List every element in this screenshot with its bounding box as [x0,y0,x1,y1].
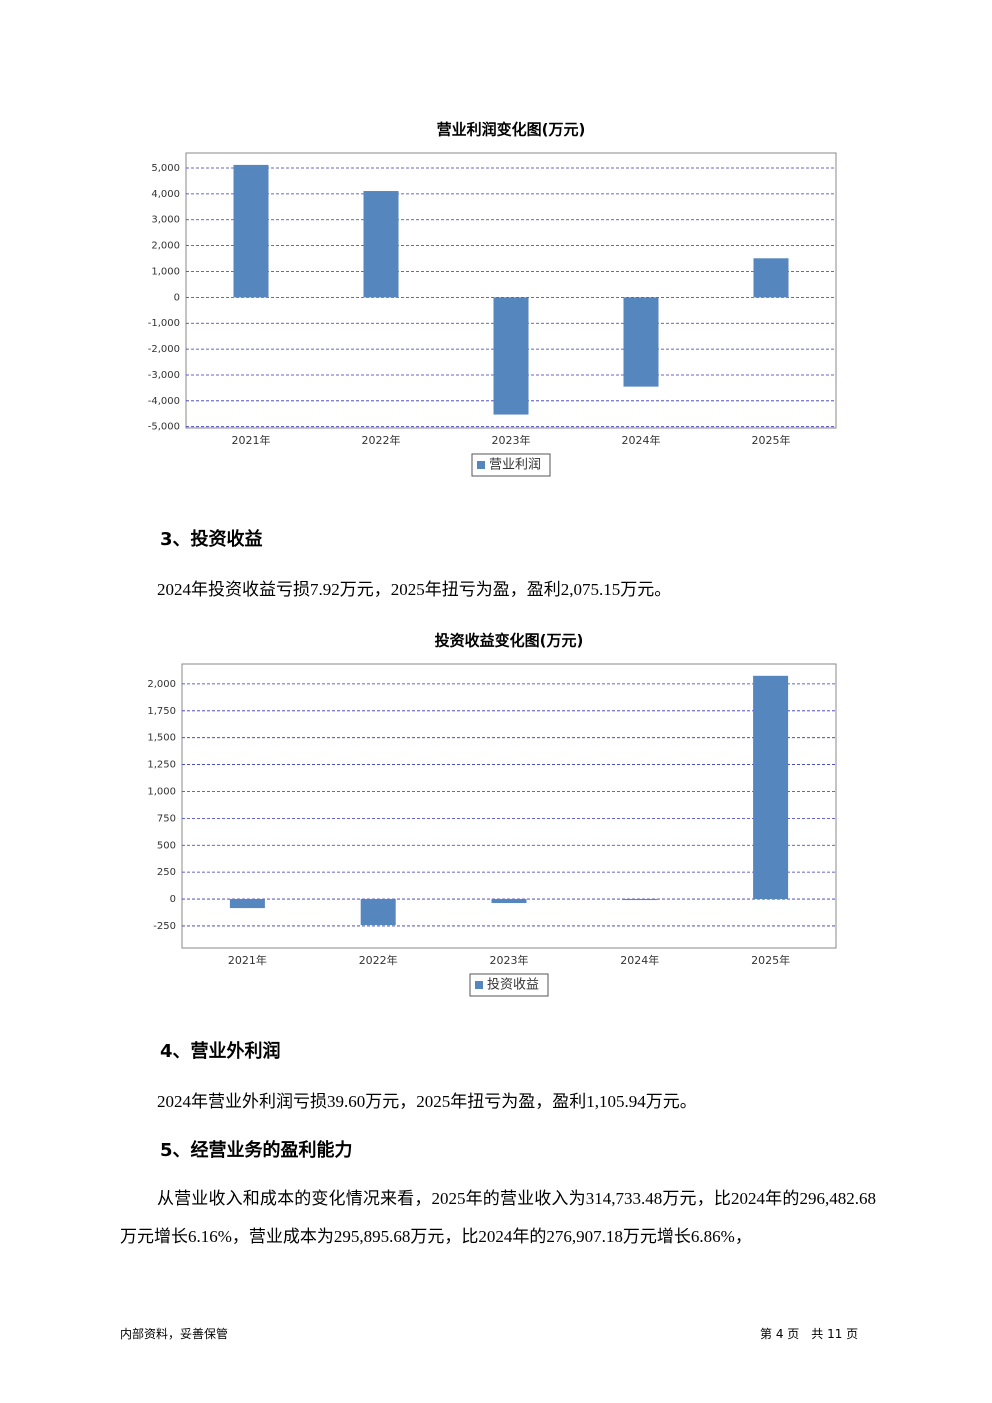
y-tick-label: -2,000 [148,344,180,355]
x-tick-label: 2025年 [752,433,791,447]
x-tick-label: 2021年 [232,433,271,447]
paragraph: 2024年营业外利润亏损39.60万元，2025年扭亏为盈，盈利1,105.94… [157,1092,697,1111]
x-tick-label: 2022年 [359,953,398,967]
y-tick-label: 5,000 [151,163,180,174]
bar [623,297,659,387]
paragraph: 从营业收入和成本的变化情况来看，2025年的营业收入为314,733.48万元，… [120,1189,876,1246]
chart: 营业利润变化图(万元) -5,000 -4,000 -3,000 -2,000 -1,00… [148,121,837,477]
y-tick-label: 750 [157,813,176,824]
x-tick-label: 2023年 [490,953,529,967]
bar [491,899,527,904]
chart: 投资收益变化图(万元) -250 0 250 500 750 1,000 1,250 1,500… [147,632,837,997]
y-tick-label: 2,000 [147,679,176,690]
y-tick-label: -1,000 [148,318,180,329]
legend-box [469,973,549,997]
x-tick-label: 2022年 [362,433,401,447]
footer-left: 内部资料，妥善保管 [120,1327,229,1341]
bar [753,258,789,298]
bar [363,191,399,298]
y-tick-label: 0 [170,894,176,905]
y-tick-label: 1,250 [147,760,176,771]
y-tick-label: 0 [174,292,180,303]
legend-box [471,453,551,477]
x-tick-label: 2024年 [620,953,659,967]
y-tick-label: 1,000 [151,266,180,277]
bar [233,164,269,298]
chart-title: 投资收益变化图(万元) [435,632,584,650]
x-tick-label: 2023年 [492,433,531,447]
bar [360,899,396,926]
legend-label: 营业利润 [489,458,541,473]
y-tick-label: 1,500 [147,733,176,744]
y-tick-label: -5,000 [148,422,180,433]
y-tick-label: -4,000 [148,396,180,407]
y-tick-label: 1,750 [147,706,176,717]
y-tick-label: 500 [157,840,176,851]
x-tick-label: 2024年 [622,433,661,447]
y-tick-label: 1,000 [147,786,176,797]
bar [753,675,789,900]
y-tick-label: -3,000 [148,370,180,381]
x-tick-label: 2025年 [751,953,790,967]
bar [229,899,265,909]
legend-label: 投资收益 [487,977,539,993]
paragraph: 2024年投资收益亏损7.92万元，2025年扭亏为盈，盈利2,075.15万元… [157,580,672,599]
plot-area [181,663,837,949]
bar [493,297,529,415]
section-heading: 4、营业外利润 [160,1041,281,1062]
footer-right: 第 4 页 共 11 页 [760,1327,859,1341]
legend-swatch [477,461,485,469]
section-heading: 5、经营业务的盈利能力 [160,1140,353,1161]
y-tick-label: -250 [153,921,176,932]
chart-title: 营业利润变化图(万元) [437,121,586,139]
y-tick-label: 250 [157,867,176,878]
section-heading: 3、投资收益 [160,529,263,550]
y-tick-label: 2,000 [151,241,180,252]
y-tick-label: 4,000 [151,189,180,200]
x-tick-label: 2021年 [228,953,267,967]
legend-swatch [475,981,483,989]
bar [622,899,658,901]
y-tick-label: 3,000 [151,215,180,226]
